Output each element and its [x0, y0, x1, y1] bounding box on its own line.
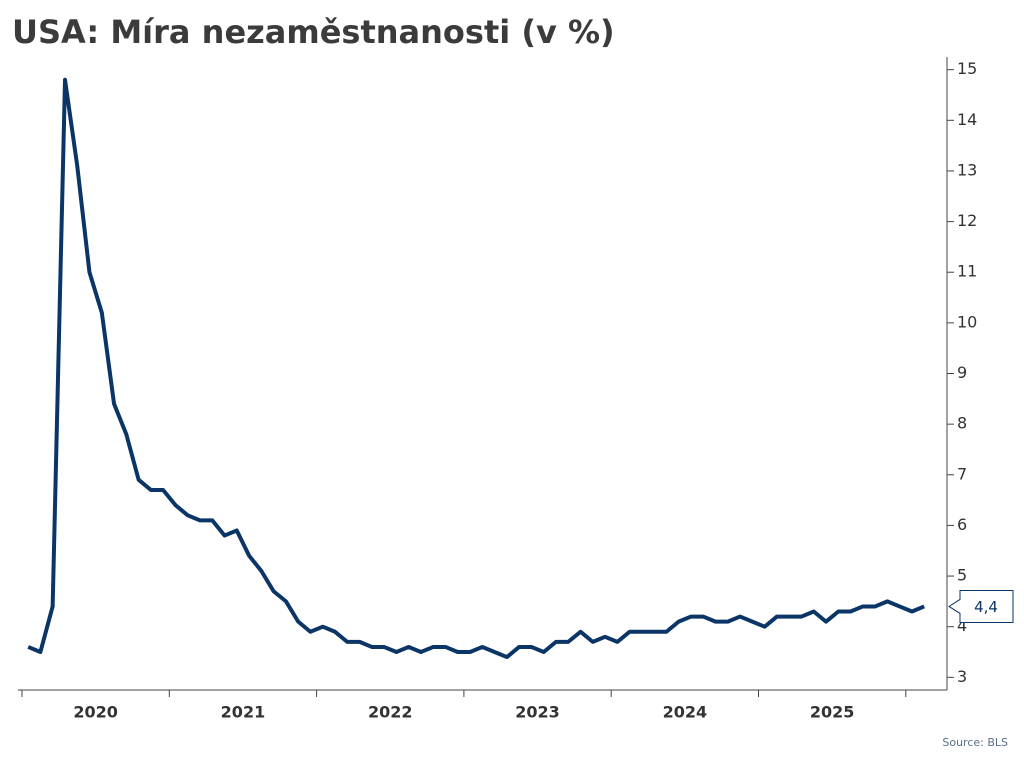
y-tick-label: 15	[957, 59, 977, 78]
x-tick-label: 2023	[515, 703, 560, 722]
x-tick-label: 2024	[663, 703, 708, 722]
y-tick-label: 6	[957, 515, 967, 534]
value-label-box	[948, 589, 1014, 623]
x-tick-label: 2025	[810, 703, 855, 722]
y-tick-label: 14	[957, 110, 977, 129]
source: Source: BLS	[942, 736, 1008, 749]
y-tick-label: 12	[957, 211, 977, 230]
value-label: 4,4	[974, 598, 998, 616]
y-tick-label: 8	[957, 414, 967, 433]
y-tick-label: 7	[957, 464, 967, 483]
x-tick-label: 2021	[221, 703, 266, 722]
y-tick-label: 10	[957, 312, 977, 331]
data-line	[27, 77, 925, 660]
y-tick-label: 5	[957, 566, 967, 585]
y-tick-label: 11	[957, 262, 977, 281]
chart-title: USA: Míra nezaměstnanosti (v %)	[12, 13, 615, 51]
y-tick-label: 13	[957, 160, 977, 179]
y-tick-label: 3	[957, 667, 967, 686]
y-tick-label: 9	[957, 363, 967, 382]
x-tick-label: 2020	[73, 703, 118, 722]
x-tick-label: 2022	[368, 703, 413, 722]
y-tick-label: 4	[957, 616, 967, 635]
